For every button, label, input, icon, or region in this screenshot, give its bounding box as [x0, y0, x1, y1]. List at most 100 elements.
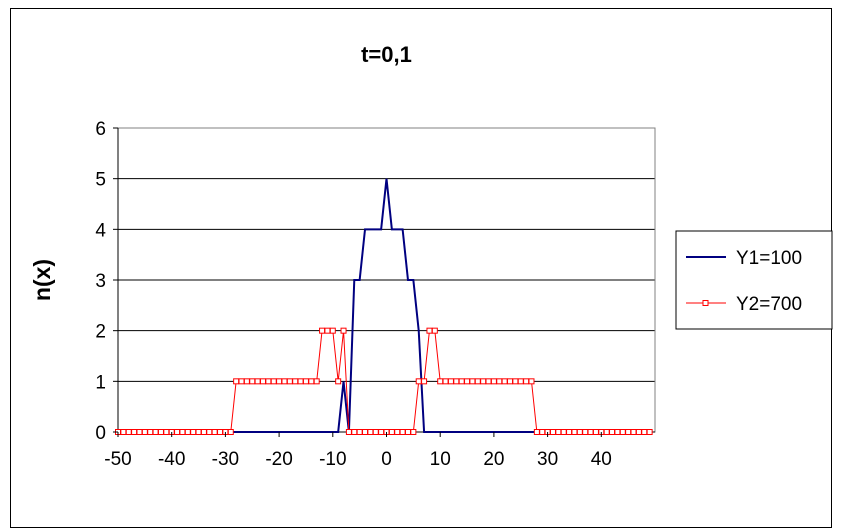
series-2-point-92	[609, 429, 616, 435]
series-layer	[115, 178, 653, 435]
series-2-point-43	[345, 429, 352, 435]
series-2-point-38	[319, 327, 326, 334]
series-2-point-15	[195, 429, 202, 435]
y-tick-label-6: 6	[95, 119, 106, 140]
series-2-point-53	[399, 429, 406, 435]
series-2-point-24	[243, 378, 250, 385]
series-2-point-52	[394, 429, 401, 435]
series-2-point-7	[152, 429, 159, 435]
series-2-point-27	[259, 378, 266, 385]
series-2-point-37	[313, 378, 320, 385]
x-tick-label-7: 20	[483, 449, 504, 470]
series-2-point-51	[388, 429, 395, 435]
series-2-point-48	[372, 429, 379, 435]
y-tick-label-0: 0	[95, 423, 106, 444]
series-2-point-35	[302, 378, 309, 385]
series-2-point-58	[426, 327, 433, 334]
series-2-point-12	[179, 429, 186, 435]
series-2-point-93	[614, 429, 621, 435]
series-2-point-46	[362, 429, 369, 435]
legend: Y1=100 Y2=700	[675, 230, 833, 330]
series-2-point-32	[286, 378, 293, 385]
series-2-point-67	[474, 378, 481, 385]
series-2-point-44	[351, 429, 358, 435]
series-2-point-60	[437, 378, 444, 385]
series-2-point-77	[528, 378, 535, 385]
series-2-point-6	[147, 429, 154, 435]
series-2-point-57	[421, 378, 428, 385]
series-2-point-71	[496, 378, 503, 385]
series-2-point-33	[292, 378, 299, 385]
series-2-point-31	[281, 378, 288, 385]
series-2-point-83	[560, 429, 567, 435]
series-2-point-49	[378, 429, 385, 435]
series-2-point-1	[120, 429, 127, 435]
series-2-point-26	[254, 378, 261, 385]
series-2-point-74	[512, 378, 519, 385]
series-2-point-68	[480, 378, 487, 385]
series-2-point-81	[549, 429, 556, 435]
series-2-point-84	[566, 429, 573, 435]
series-2-point-96	[630, 429, 637, 435]
series-2-point-41	[335, 378, 342, 385]
series-2-point-78	[533, 429, 540, 435]
x-tick-label-2: -30	[212, 449, 239, 470]
series-2-point-72	[501, 378, 508, 385]
series-2-point-75	[517, 378, 524, 385]
y-tick-label-2: 2	[95, 322, 106, 343]
series-2-point-97	[635, 429, 642, 435]
series-2-point-94	[619, 429, 626, 435]
x-tick-label-5: 0	[381, 449, 392, 470]
series-2-point-47	[367, 429, 374, 435]
tick-layer: 0 1 2 3 4 5 6 -50 -40 -30 -20 -10 0 10 20 30 40	[95, 119, 611, 470]
series-2-point-88	[587, 429, 594, 435]
series-2-point-29	[270, 378, 277, 385]
series-2-point-34	[297, 378, 304, 385]
y-tick-label-3: 3	[95, 271, 106, 292]
series-2-point-16	[200, 429, 207, 435]
series-2-point-66	[469, 378, 476, 385]
series-2-point-95	[625, 429, 632, 435]
series-2-point-8	[157, 429, 164, 435]
series-2-point-40	[329, 327, 336, 334]
series-2-point-87	[582, 429, 589, 435]
series-2-point-85	[571, 429, 578, 435]
series-2-point-98	[641, 429, 648, 435]
series-2-point-56	[415, 378, 422, 385]
series-2-point-59	[431, 327, 438, 334]
series-2-point-65	[464, 378, 471, 385]
series-2-point-2	[125, 429, 132, 435]
legend-label-2: Y2=700	[736, 294, 802, 315]
y-tick-label-4: 4	[95, 220, 106, 241]
chart-svg: 0 1 2 3 4 5 6 -50 -40 -30 -20 -10 0 10 20 30 40 t=0,1 n(…	[29, 42, 833, 470]
y-tick-label-1: 1	[95, 372, 106, 393]
series-2-point-45	[356, 429, 363, 435]
x-tick-label-0: -50	[104, 449, 131, 470]
series-2-point-82	[555, 429, 562, 435]
series-2-point-13	[184, 429, 191, 435]
series-2-point-17	[206, 429, 213, 435]
series-2-point-9	[163, 429, 170, 435]
series-2-point-42	[340, 327, 347, 334]
x-tick-label-4: -10	[319, 449, 346, 470]
series-2-point-11	[174, 429, 181, 435]
series-line-1	[118, 178, 650, 433]
series-2-point-91	[603, 429, 610, 435]
series-2-point-5	[141, 429, 148, 435]
series-2-point-39	[324, 327, 331, 334]
legend-label-1: Y1=100	[736, 248, 802, 269]
series-2-point-55	[410, 429, 417, 435]
series-2-point-63	[453, 378, 460, 385]
x-tick-label-3: -20	[265, 449, 292, 470]
series-2-point-64	[458, 378, 465, 385]
series-2-point-61	[442, 378, 449, 385]
chart-title: t=0,1	[361, 42, 412, 67]
x-tick-label-6: 10	[430, 449, 451, 470]
legend-marker-2	[702, 300, 709, 306]
series-2-point-70	[490, 378, 497, 385]
series-2-point-23	[238, 378, 245, 385]
series-2-point-86	[576, 429, 583, 435]
series-2-point-4	[136, 429, 143, 435]
series-2-point-99	[646, 429, 653, 435]
y-axis-label: n(x)	[29, 259, 55, 301]
